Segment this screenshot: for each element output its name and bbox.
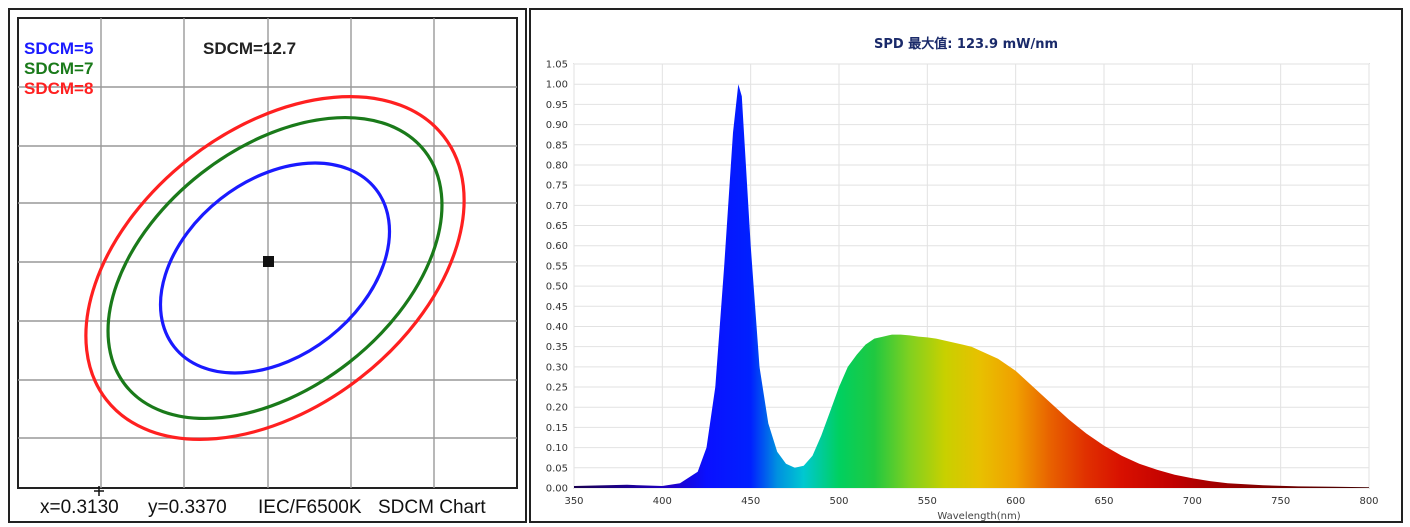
legend-entry-sdcm-1: SDCM=5 bbox=[24, 39, 93, 58]
caption-chart-name: SDCM Chart bbox=[378, 497, 486, 518]
spd-y-tick-16: 0.80 bbox=[546, 160, 568, 171]
spd-xlabel: Wavelength(nm) bbox=[937, 511, 1020, 521]
spd-chart: SPD 最大值: 123.9 mW/nm 0.00 0.05 0.10 0.15 0.20… bbox=[546, 36, 1379, 521]
spd-y-tick-7: 0.35 bbox=[546, 342, 568, 353]
spd-y-tick-6: 0.30 bbox=[546, 362, 568, 373]
legend-entry-sdcm-3: SDCM=8 bbox=[24, 79, 93, 98]
spd-y-tick-18: 0.90 bbox=[546, 120, 568, 131]
spd-y-tick-4: 0.20 bbox=[546, 403, 568, 414]
spd-area bbox=[574, 84, 1369, 488]
caption-standard: IEC/F6500K bbox=[258, 497, 362, 518]
spd-y-tick-11: 0.55 bbox=[546, 261, 568, 272]
spd-x-tick-8: 750 bbox=[1271, 496, 1290, 507]
legend-entry-sdcm-2: SDCM=7 bbox=[24, 59, 93, 78]
spd-y-tick-14: 0.70 bbox=[546, 201, 568, 212]
spd-x-tick-3: 500 bbox=[829, 496, 848, 507]
sdcm-ellipse-8 bbox=[84, 95, 466, 441]
spd-y-tick-12: 0.60 bbox=[546, 241, 568, 252]
spd-x-tick-5: 600 bbox=[1006, 496, 1025, 507]
spd-y-tick-21: 1.05 bbox=[546, 60, 568, 71]
sdcm-chart-panel: SDCM=5 SDCM=7 SDCM=8 SDCM=12.7 x=0.3130 y=0.3… bbox=[8, 8, 527, 523]
spd-x-tick-2: 450 bbox=[741, 496, 760, 507]
spd-y-tick-15: 0.75 bbox=[546, 181, 568, 192]
center-point-marker bbox=[263, 256, 274, 267]
spd-x-tick-1: 400 bbox=[653, 496, 672, 507]
spd-x-tick-4: 550 bbox=[918, 496, 937, 507]
spd-y-tick-9: 0.45 bbox=[546, 302, 568, 313]
spd-y-tick-2: 0.10 bbox=[546, 443, 568, 454]
spd-x-tick-9: 800 bbox=[1359, 496, 1378, 507]
spd-title: SPD 最大值: 123.9 mW/nm bbox=[874, 36, 1058, 52]
spd-y-tick-17: 0.85 bbox=[546, 140, 568, 151]
spd-y-tick-3: 0.15 bbox=[546, 423, 568, 434]
spd-y-tick-10: 0.50 bbox=[546, 282, 568, 293]
spd-x-tick-6: 650 bbox=[1094, 496, 1113, 507]
sdcm-ellipse-5 bbox=[158, 161, 392, 375]
spd-x-tick-7: 700 bbox=[1183, 496, 1202, 507]
spd-y-tick-5: 0.25 bbox=[546, 383, 568, 394]
caption-y-value: y=0.3370 bbox=[148, 497, 227, 518]
spd-y-tick-0: 0.00 bbox=[546, 484, 568, 495]
spd-x-tick-0: 350 bbox=[564, 496, 583, 507]
caption-x-value: x=0.3130 bbox=[40, 497, 119, 518]
sdcm-value-label: SDCM=12.7 bbox=[203, 39, 296, 58]
spd-y-tick-1: 0.05 bbox=[546, 463, 568, 474]
spd-y-tick-8: 0.40 bbox=[546, 322, 568, 333]
spd-y-tick-20: 1.00 bbox=[546, 80, 568, 91]
sdcm-ellipse-7 bbox=[106, 115, 444, 421]
spd-y-tick-13: 0.65 bbox=[546, 221, 568, 232]
spd-chart-panel: SPD 最大值: 123.9 mW/nm 0.00 0.05 0.10 0.15 0.20… bbox=[529, 8, 1403, 523]
spd-y-tick-19: 0.95 bbox=[546, 100, 568, 111]
